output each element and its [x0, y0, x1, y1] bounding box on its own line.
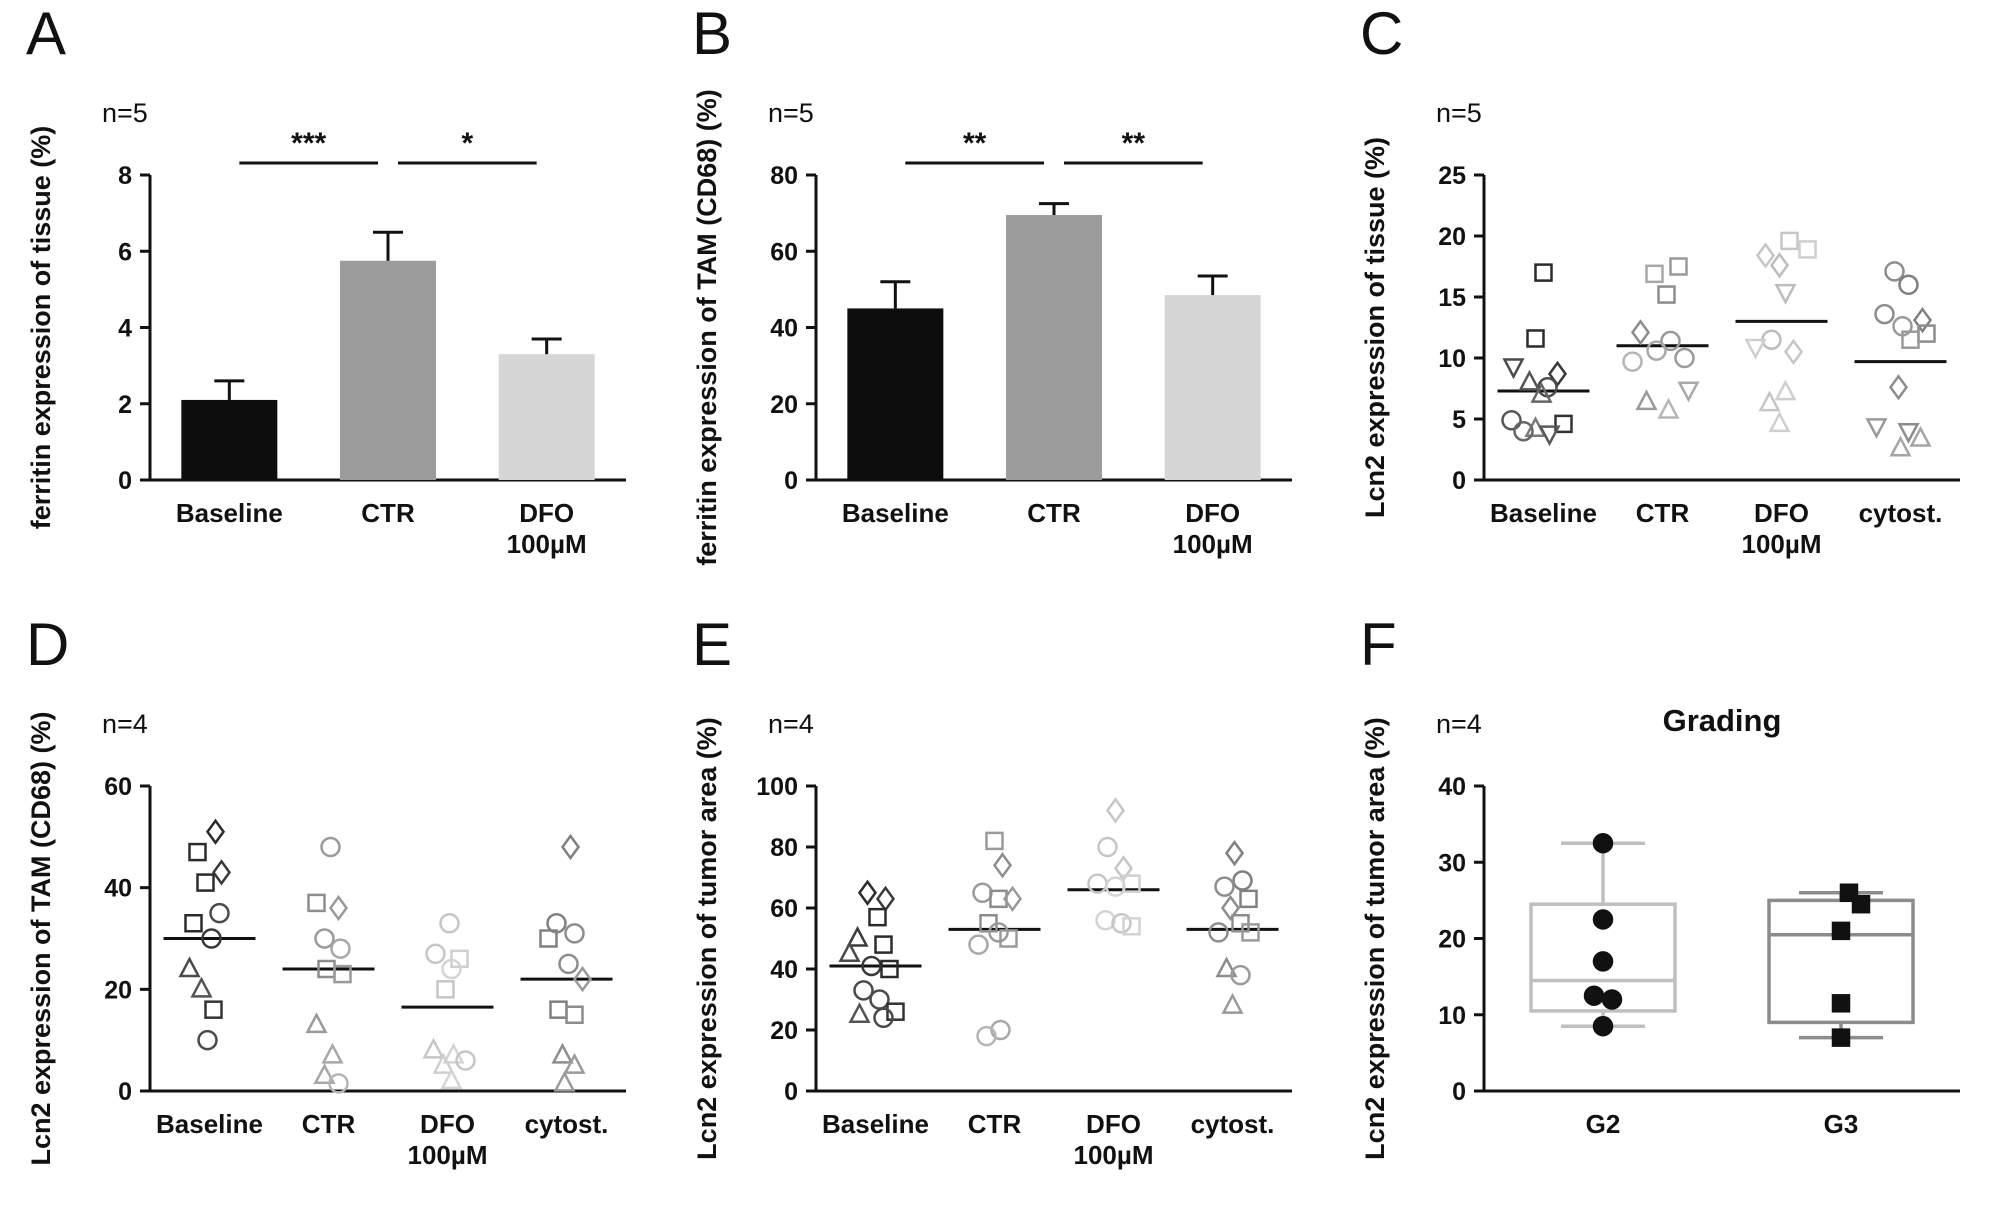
- svg-text:20: 20: [770, 1017, 798, 1045]
- panel-e-plot: 0 20 40 60 80 100 Lcn2 expression of tumor are…: [692, 717, 1292, 1170]
- svg-text:10: 10: [1438, 345, 1466, 373]
- svg-text:Lcn2 expression of tissue (%): Lcn2 expression of tissue (%): [1360, 137, 1390, 518]
- svg-text:DFO: DFO: [1086, 1109, 1141, 1139]
- panel-a-sample-size: n=5: [102, 98, 148, 128]
- svg-text:100µM: 100µM: [1741, 529, 1821, 559]
- svg-text:cytost.: cytost.: [1191, 1109, 1275, 1139]
- svg-text:DFO: DFO: [1754, 498, 1809, 528]
- svg-text:DFO: DFO: [1185, 498, 1240, 528]
- svg-text:CTR: CTR: [361, 498, 415, 528]
- svg-text:**: **: [1122, 127, 1146, 160]
- svg-text:20: 20: [770, 391, 798, 419]
- svg-text:40: 40: [104, 875, 132, 903]
- panel-d-plot: 0 20 40 60 Lcn2 expression of TAM (CD68) (%)…: [26, 711, 626, 1170]
- svg-text:DFO: DFO: [420, 1109, 475, 1139]
- panel-b: B n=5 0 20 40 60 80 ferritin expression of TA…: [666, 0, 1332, 610]
- svg-text:6: 6: [118, 238, 132, 266]
- svg-text:DFO: DFO: [519, 498, 574, 528]
- svg-text:CTR: CTR: [1027, 498, 1081, 528]
- svg-text:2: 2: [118, 391, 132, 419]
- svg-text:Baseline: Baseline: [176, 498, 283, 528]
- svg-text:100µM: 100µM: [1173, 529, 1253, 559]
- svg-text:0: 0: [784, 1078, 798, 1106]
- svg-text:20: 20: [1438, 223, 1466, 251]
- panel-d-letter: D: [26, 611, 70, 678]
- panel-c-letter: C: [1360, 0, 1404, 67]
- panel-f: F n=4 Grading 0 10 20 30 40 Lcn2 expression o…: [1334, 611, 2000, 1221]
- svg-text:CTR: CTR: [302, 1109, 356, 1139]
- svg-text:Lcn2 expression of TAM (CD68): Lcn2 expression of TAM (CD68) (%): [26, 711, 56, 1165]
- svg-text:Baseline: Baseline: [822, 1109, 929, 1139]
- svg-text:80: 80: [770, 162, 798, 190]
- panel-d: D n=4 0 20 40 60 Lcn2 expression of TAM (CD6…: [0, 611, 666, 1221]
- svg-text:100µM: 100µM: [1073, 1140, 1153, 1170]
- panel-a-plot: 0 2 4 6 8 ferritin expression of tissue (%) Ba…: [26, 126, 626, 559]
- svg-text:80: 80: [770, 834, 798, 862]
- svg-text:**: **: [963, 127, 987, 160]
- svg-text:40: 40: [770, 956, 798, 984]
- panel-b-plot: 0 20 40 60 80 ferritin expression of TAM (CD6…: [692, 89, 1292, 566]
- svg-text:G3: G3: [1824, 1109, 1859, 1139]
- panel-b-sample-size: n=5: [768, 98, 814, 128]
- svg-text:cytost.: cytost.: [525, 1109, 609, 1139]
- svg-text:20: 20: [104, 976, 132, 1004]
- panel-c-sample-size: n=5: [1436, 98, 1482, 128]
- panel-e-letter: E: [692, 611, 733, 678]
- svg-text:Baseline: Baseline: [842, 498, 949, 528]
- panel-e-sample-size: n=4: [768, 709, 814, 739]
- svg-text:Lcn2 expression of tumor area: Lcn2 expression of tumor area (%): [1360, 717, 1390, 1160]
- svg-text:Lcn2 expression of tumor area: Lcn2 expression of tumor area (%): [692, 717, 722, 1160]
- svg-text:10: 10: [1438, 1002, 1466, 1030]
- svg-text:60: 60: [770, 238, 798, 266]
- panel-c-plot: 0 5 10 15 20 25 Lcn2 expression of tissue (%) B…: [1360, 137, 1960, 559]
- svg-text:ferritin expression of TAM (CD: ferritin expression of TAM (CD68) (%): [692, 89, 722, 566]
- svg-text:100µM: 100µM: [407, 1140, 487, 1170]
- svg-text:25: 25: [1438, 162, 1466, 190]
- svg-text:Baseline: Baseline: [1490, 498, 1597, 528]
- svg-text:0: 0: [1452, 467, 1466, 495]
- panel-f-letter: F: [1360, 611, 1397, 678]
- svg-text:Baseline: Baseline: [156, 1109, 263, 1139]
- svg-text:0: 0: [1452, 1078, 1466, 1106]
- svg-text:8: 8: [118, 162, 132, 190]
- panel-e: E n=4 0 20 40 60 80 100 Lcn2 expression of tum…: [666, 611, 1332, 1221]
- svg-text:40: 40: [770, 315, 798, 343]
- svg-text:CTR: CTR: [1636, 498, 1690, 528]
- svg-text:0: 0: [784, 467, 798, 495]
- svg-text:G2: G2: [1586, 1109, 1621, 1139]
- svg-text:60: 60: [104, 773, 132, 801]
- svg-text:60: 60: [770, 895, 798, 923]
- svg-text:CTR: CTR: [968, 1109, 1022, 1139]
- svg-text:ferritin expression of tissue: ferritin expression of tissue (%): [26, 126, 56, 530]
- svg-text:***: ***: [291, 127, 326, 160]
- svg-text:cytost.: cytost.: [1859, 498, 1943, 528]
- panel-f-plot: 0 10 20 30 40 Lcn2 expression of tumor area (…: [1360, 717, 1960, 1160]
- panel-b-letter: B: [692, 0, 733, 67]
- svg-text:30: 30: [1438, 849, 1466, 877]
- panel-f-sample-size: n=4: [1436, 709, 1482, 739]
- svg-text:100: 100: [756, 773, 798, 801]
- svg-text:15: 15: [1438, 284, 1466, 312]
- svg-text:100µM: 100µM: [507, 529, 587, 559]
- panel-a: A n=5 0 2 4 6 8 ferritin expression of tissue…: [0, 0, 666, 610]
- svg-text:40: 40: [1438, 773, 1466, 801]
- panel-c: C n=5 0 5 10 15 20 25 Lcn2 expression of tissu…: [1334, 0, 2000, 610]
- svg-text:*: *: [461, 127, 473, 160]
- panel-a-letter: A: [26, 0, 67, 67]
- svg-text:0: 0: [118, 1078, 132, 1106]
- svg-text:5: 5: [1452, 406, 1466, 434]
- svg-text:4: 4: [118, 315, 132, 343]
- svg-text:20: 20: [1438, 926, 1466, 954]
- panel-d-sample-size: n=4: [102, 709, 148, 739]
- panel-f-title: Grading: [1662, 703, 1782, 738]
- svg-text:0: 0: [118, 467, 132, 495]
